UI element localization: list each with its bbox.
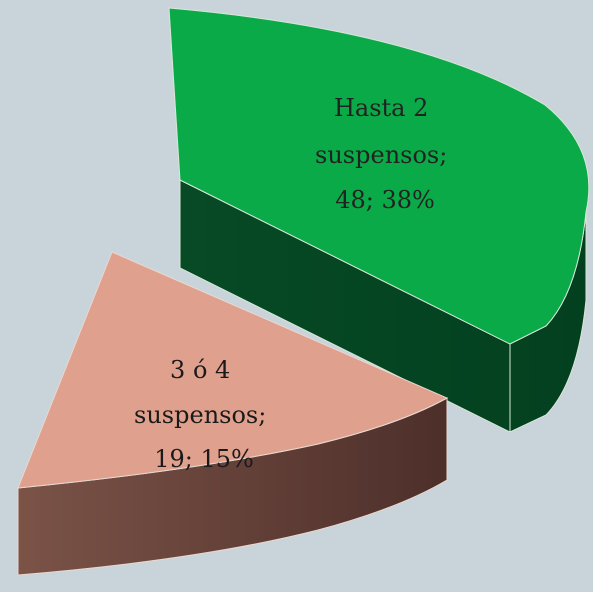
label-line: 3 ó 4 bbox=[170, 356, 230, 384]
slice-top-3-o-4-suspensos bbox=[17, 251, 449, 489]
label-line: suspensos; bbox=[134, 401, 266, 429]
slice-hasta-2-suspensos bbox=[168, 7, 590, 433]
label-line: Hasta 2 bbox=[334, 94, 428, 122]
label-line: suspensos; bbox=[315, 141, 447, 169]
label-line: 48; 38% bbox=[335, 186, 435, 214]
slice-3-o-4-suspensos bbox=[17, 251, 449, 576]
label-3-o-4-suspensos: 3 ó 4 suspensos; 19; 15% bbox=[134, 356, 274, 473]
label-line: 19; 15% bbox=[154, 445, 254, 473]
slice-top-hasta-2-suspensos bbox=[168, 7, 590, 345]
label-hasta-2-suspensos: Hasta 2 suspensos; 48; 38% bbox=[315, 94, 455, 214]
